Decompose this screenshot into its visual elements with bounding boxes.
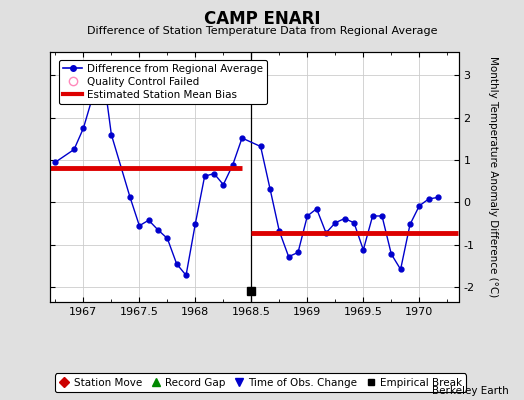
Text: CAMP ENARI: CAMP ENARI xyxy=(204,10,320,28)
Y-axis label: Monthly Temperature Anomaly Difference (°C): Monthly Temperature Anomaly Difference (… xyxy=(488,56,498,298)
Text: Difference of Station Temperature Data from Regional Average: Difference of Station Temperature Data f… xyxy=(87,26,437,36)
Text: Berkeley Earth: Berkeley Earth xyxy=(432,386,508,396)
Legend: Station Move, Record Gap, Time of Obs. Change, Empirical Break: Station Move, Record Gap, Time of Obs. C… xyxy=(55,374,466,392)
